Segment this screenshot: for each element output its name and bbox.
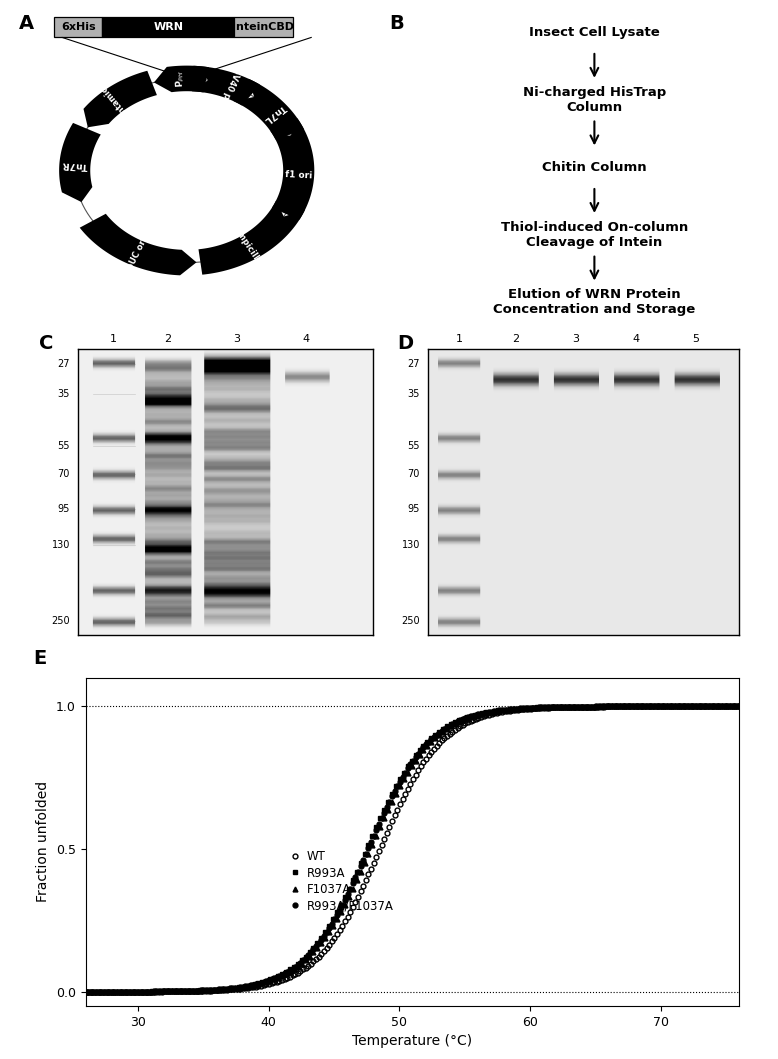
Text: InteinCBD: InteinCBD [233,22,294,32]
Text: E: E [33,649,47,668]
R993A/F1037A [458,713,468,725]
Text: 27: 27 [408,359,420,369]
Text: f1 ori: f1 ori [285,170,313,181]
Text: Tn7L: Tn7L [262,103,288,125]
Polygon shape [79,214,197,275]
F1037A [407,760,416,773]
WT [81,986,90,999]
Text: Gentamicin: Gentamicin [94,76,135,124]
Polygon shape [270,118,314,220]
Line: R993A/F1037A: R993A/F1037A [83,704,740,994]
Text: 250: 250 [51,616,70,626]
Text: 95: 95 [58,504,70,515]
F1037A [167,985,177,998]
Text: Thiol-induced On-column
Cleavage of Intein: Thiol-induced On-column Cleavage of Inte… [501,220,688,249]
R993A/F1037A [733,700,742,713]
Text: pUC ori: pUC ori [126,236,149,271]
Text: 27: 27 [58,359,70,369]
Polygon shape [233,78,304,140]
Text: 55: 55 [58,441,70,451]
R993A [171,985,180,998]
F1037A [733,700,742,713]
Line: F1037A: F1037A [83,704,740,994]
Bar [54,17,102,37]
Text: 35: 35 [408,389,420,399]
Text: 2: 2 [164,334,171,344]
Text: Elution of WRN Protein
Concentration and Storage: Elution of WRN Protein Concentration and… [493,288,696,317]
WT [351,896,360,909]
R993A [733,700,742,713]
R993A/F1037A [351,872,360,884]
Text: C: C [39,334,53,353]
Text: 4: 4 [633,334,640,344]
F1037A [171,985,180,998]
WT [343,911,352,923]
Text: WRN: WRN [153,22,183,32]
Polygon shape [83,71,157,127]
Text: 130: 130 [401,540,420,551]
Text: Chitin Column: Chitin Column [542,161,647,174]
R993A/F1037A [343,887,352,900]
Text: 5: 5 [692,334,699,344]
Text: 6xHis: 6xHis [61,22,96,32]
Text: 250: 250 [401,616,420,626]
F1037A [509,703,518,716]
Text: 130: 130 [51,540,70,551]
WT [188,985,198,998]
Text: A: A [19,14,34,33]
Bar [102,17,234,37]
R993A [415,744,424,757]
F1037A [81,985,90,998]
R993A [313,937,322,950]
R993A [407,754,416,767]
Text: 70: 70 [58,469,70,479]
Polygon shape [191,66,260,106]
Text: Tn7R: Tn7R [61,160,88,170]
Text: Ampicillin: Ampicillin [232,226,265,269]
F1037A [415,749,424,761]
Text: 3: 3 [572,334,579,344]
Text: 35: 35 [58,389,70,399]
R993A [509,702,518,715]
Text: 4: 4 [303,334,310,344]
Line: WT: WT [83,704,740,994]
WT [531,702,541,715]
Text: 2: 2 [512,334,519,344]
Text: Insect Cell Lysate: Insect Cell Lysate [529,25,660,38]
Text: 1: 1 [110,334,117,344]
Text: SV40 pA: SV40 pA [219,66,243,106]
Legend: WT, R993A, F1037A, R993A/F1037A: WT, R993A, F1037A, R993A/F1037A [288,850,394,913]
Polygon shape [59,123,101,202]
Bar [234,17,293,37]
Text: 55: 55 [408,441,420,451]
R993A/F1037A [707,700,717,713]
WT [458,718,468,731]
R993A [81,985,90,998]
F1037A [313,941,322,954]
Polygon shape [154,66,209,92]
Y-axis label: Fraction unfolded: Fraction unfolded [37,782,51,902]
R993A/F1037A [531,701,541,714]
Text: D: D [397,334,413,353]
Text: 3: 3 [233,334,240,344]
Polygon shape [198,200,305,274]
Text: B: B [389,14,404,33]
Text: P$_{PH}$: P$_{PH}$ [173,70,187,88]
X-axis label: Temperature (°C): Temperature (°C) [352,1035,472,1048]
R993A/F1037A [81,985,90,998]
WT [733,700,742,713]
Text: 70: 70 [408,469,420,479]
Line: R993A: R993A [83,704,740,994]
Text: Ni-charged HisTrap
Column: Ni-charged HisTrap Column [523,86,666,113]
Text: 1: 1 [456,334,462,344]
WT [707,700,717,713]
R993A/F1037A [188,985,198,998]
R993A [167,985,177,998]
Text: 95: 95 [408,504,420,515]
